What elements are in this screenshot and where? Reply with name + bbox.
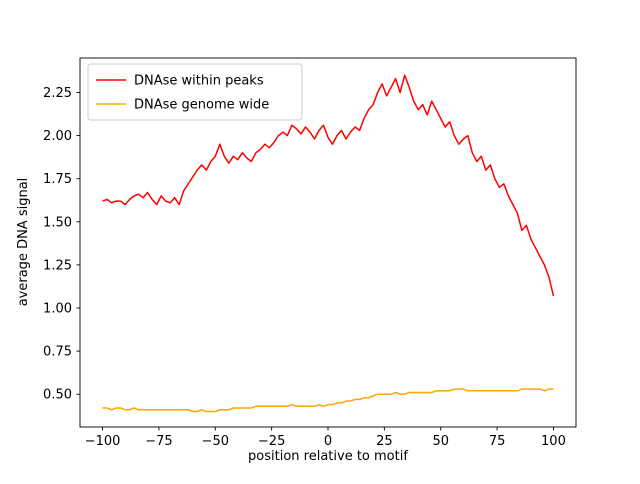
- x-tick-label: 0: [324, 434, 332, 449]
- y-tick-label: 0.75: [43, 345, 72, 360]
- x-tick-label: −50: [202, 434, 229, 449]
- series-dnase-within-peaks: [102, 74, 555, 297]
- legend-label: DNAse within peaks: [134, 74, 264, 89]
- legend-label: DNAse genome wide: [134, 98, 269, 113]
- chart-series: [102, 74, 555, 413]
- axis-ticks: −100 −75 −50 −25 0 25 50 75 100 0.50 0.75 1.00 1.25 1…: [43, 86, 566, 449]
- x-tick-label: 75: [489, 434, 506, 449]
- y-tick-label: 2.25: [43, 86, 72, 101]
- y-tick-label: 2.00: [43, 129, 72, 144]
- y-tick-label: 1.50: [43, 215, 72, 230]
- x-tick-label: −25: [258, 434, 285, 449]
- x-tick-label: 100: [541, 434, 566, 449]
- x-tick-label: −100: [85, 434, 121, 449]
- chart-legend: DNAse within peaks DNAse genome wide: [87, 63, 303, 121]
- plot-border: [79, 57, 577, 428]
- y-tick-label: 1.00: [43, 302, 72, 317]
- legend-box: [87, 63, 303, 121]
- x-tick-label: 25: [376, 434, 393, 449]
- series-dnase-genome-wide: [102, 388, 554, 413]
- y-tick-label: 1.25: [43, 258, 72, 273]
- x-tick-label: −75: [145, 434, 172, 449]
- y-tick-label: 0.50: [43, 388, 72, 403]
- x-axis-label: position relative to motif: [248, 449, 408, 464]
- y-axis-label: average DNA signal: [16, 178, 31, 307]
- y-tick-label: 1.75: [43, 172, 72, 187]
- x-tick-label: 50: [432, 434, 449, 449]
